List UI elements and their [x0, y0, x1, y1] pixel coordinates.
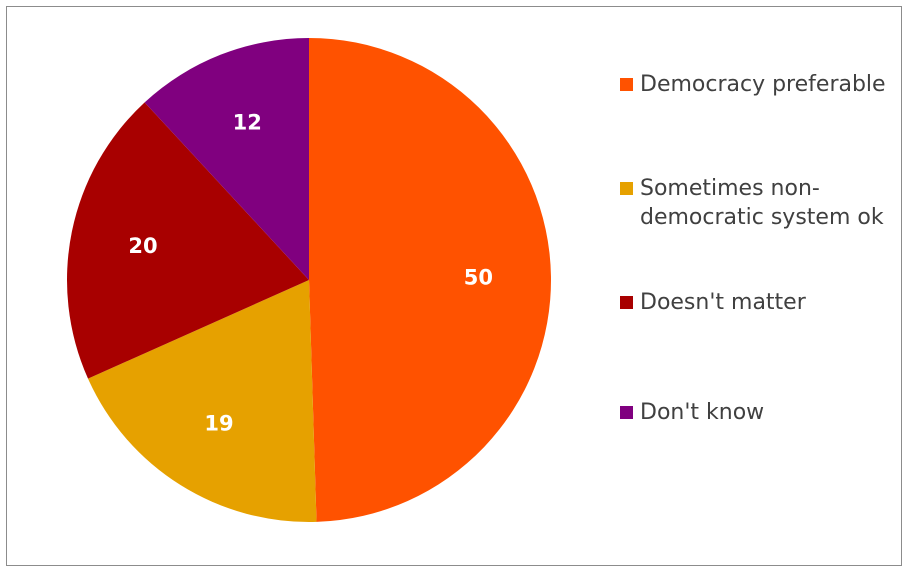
- data-label-don-t-know: 12: [233, 110, 262, 134]
- data-label-democracy-preferable: 50: [464, 265, 493, 289]
- legend-label-sometimes-non-democratic: Sometimes non-democratic system ok: [640, 176, 884, 230]
- pie-data-labels: 50 19 20 12: [128, 110, 493, 435]
- pie-chart: 50 19 20 12: [66, 38, 551, 522]
- pie-slice-doesn-t-matter: [66, 102, 309, 379]
- legend-label-doesnt-matter: Doesn't matter: [640, 290, 806, 315]
- legend-swatch-doesnt-matter: [620, 296, 633, 309]
- data-label-doesn-t-matter: 20: [128, 234, 157, 258]
- legend-swatch-democracy-preferable: [620, 78, 633, 91]
- legend-swatch-dont-know: [620, 406, 633, 419]
- pie-slices: [66, 38, 551, 522]
- pie-slice-sometimes-non-democratic-system-ok: [88, 280, 317, 522]
- legend-swatch-sometimes-non-democratic: [620, 182, 633, 195]
- data-label-sometimes-non-democratic-system-ok: 19: [204, 412, 233, 436]
- legend-label-dont-know: Don't know: [640, 400, 765, 425]
- legend-label-democracy-preferable: Democracy preferable: [640, 72, 886, 97]
- pie-slice-democracy-preferable: [309, 38, 551, 522]
- pie-slice-don-t-know: [144, 38, 309, 280]
